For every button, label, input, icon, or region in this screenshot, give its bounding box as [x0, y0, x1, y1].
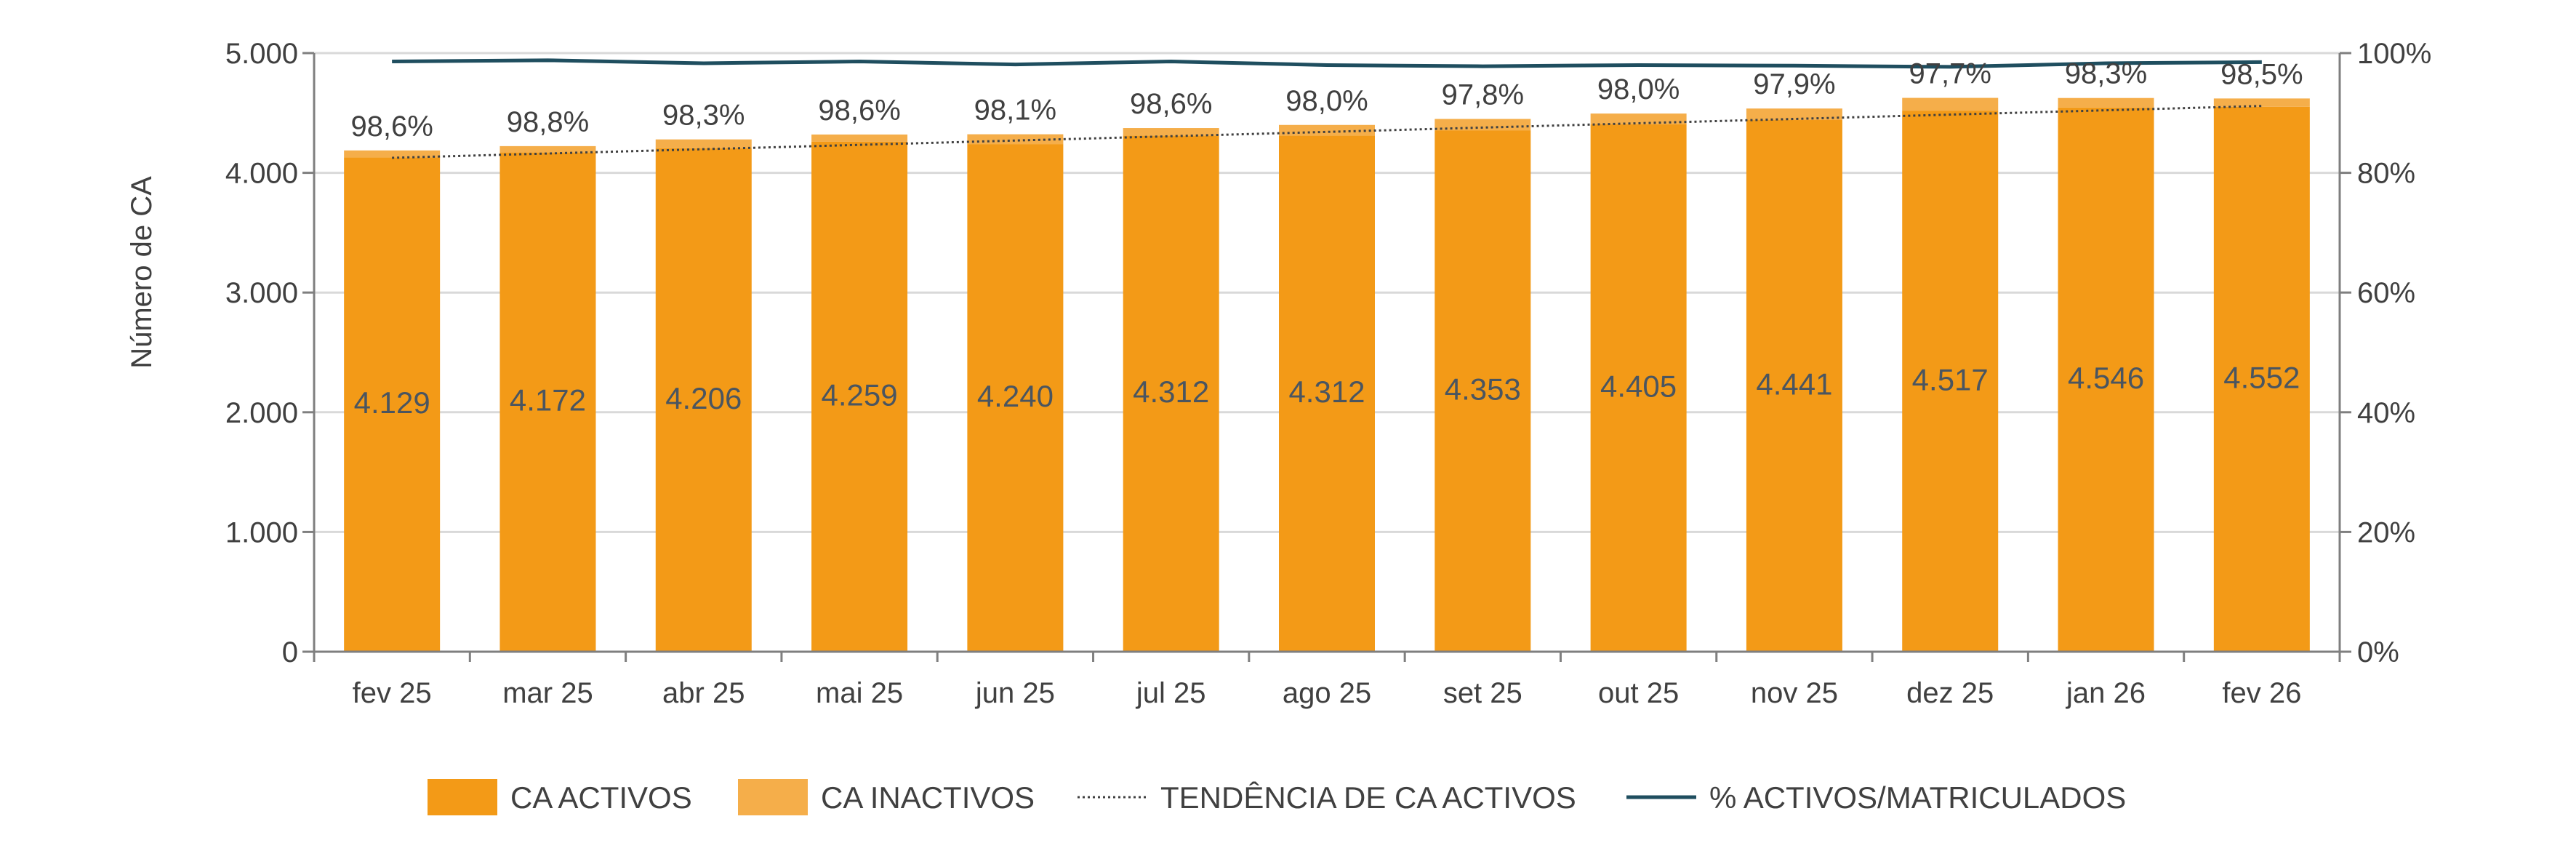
x-tick-label: dez 25 [1906, 677, 1994, 709]
y2-tick-label: 40% [2357, 397, 2415, 429]
y2-tick-label: 0% [2357, 636, 2399, 668]
bar-active [2058, 107, 2154, 652]
x-tick-label: mai 25 [816, 677, 903, 709]
y-tick-label: 5.000 [225, 38, 298, 70]
bar-inactive [967, 134, 1064, 145]
trend-line-path [392, 105, 2262, 159]
pct-value-label: 97,8% [1442, 79, 1524, 111]
bar-inactive [1746, 108, 1842, 121]
x-tick-label: jan 26 [2066, 677, 2146, 709]
pct-value-label: 98,6% [350, 111, 433, 143]
bar-value-label: 4.312 [1133, 375, 1209, 409]
bar-active [1902, 111, 1999, 652]
legend: CA ACTIVOS CA INACTIVOS TENDÊNCIA DE CA AC… [428, 779, 2126, 815]
bars [344, 97, 2310, 652]
bar-value-label: 4.206 [665, 381, 742, 415]
axes: 0 1.000 2.000 3.000 4.000 5.000 0% 20% 40% 60% 80%… [126, 38, 2431, 668]
y2-tick-label: 60% [2357, 277, 2415, 309]
x-tick-label: fev 25 [353, 677, 432, 709]
bar-inactive [344, 150, 441, 158]
pct-value-label: 98,6% [1130, 88, 1212, 120]
x-tick-label: jul 25 [1136, 677, 1206, 709]
x-tick-label: set 25 [1443, 677, 1522, 709]
pct-line-path [392, 58, 2262, 69]
y2-tick-label: 80% [2357, 158, 2415, 190]
bar-value-label: 4.441 [1756, 367, 1832, 401]
bar-active [2213, 106, 2310, 652]
bar-active [811, 141, 908, 652]
bar-active [1746, 120, 1842, 652]
bar-active [1279, 135, 1375, 652]
pct-value-label: 98,6% [818, 95, 900, 127]
trend-line [392, 105, 2262, 159]
bar-value-label: 4.546 [2068, 361, 2144, 395]
y-axis-label: Número de CA [126, 176, 158, 369]
bar-value-label: 4.259 [822, 377, 898, 412]
bar-value-label: 4.517 [1912, 362, 1989, 396]
pct-value-label: 98,5% [2220, 58, 2303, 90]
pct-value-label: 98,0% [1285, 85, 1368, 117]
bar-inactive [1902, 97, 1999, 111]
bar-active [499, 152, 596, 652]
x-tick-label: fev 26 [2222, 677, 2301, 709]
x-tick-label: out 25 [1598, 677, 1679, 709]
y2-tick-label: 20% [2357, 516, 2415, 548]
bar-active [1435, 130, 1531, 652]
bar-inactive [1435, 119, 1531, 131]
legend-swatch [428, 779, 497, 815]
bar-active [967, 144, 1064, 652]
bar-inactive [2058, 97, 2154, 108]
legend-label: TENDÊNCIA DE CA ACTIVOS [1160, 780, 1576, 815]
bar-inactive [499, 145, 596, 153]
x-tick-label: jun 25 [975, 677, 1055, 709]
pct-line [392, 58, 2262, 69]
bar-active [344, 157, 441, 652]
bar-value-label: 4.405 [1600, 369, 1677, 403]
legend-label: CA INACTIVOS [821, 780, 1035, 815]
bar-active [655, 148, 752, 652]
bar-inactive [811, 134, 908, 142]
y-tick-label: 0 [282, 636, 298, 668]
labels: fev 25 4.129 98,6% mar 25 4.172 98,8% abr 25 4.… [350, 58, 2303, 709]
pct-value-label: 98,8% [507, 106, 589, 138]
pct-value-label: 98,0% [1597, 73, 1680, 105]
pct-value-label: 98,3% [662, 100, 745, 132]
y-tick-label: 3.000 [225, 277, 298, 309]
pct-value-label: 98,3% [2065, 58, 2147, 90]
bar-value-label: 4.353 [1445, 372, 1521, 407]
bar-value-label: 4.240 [977, 379, 1054, 413]
x-tick-label: mar 25 [502, 677, 593, 709]
bar-inactive [1123, 128, 1219, 136]
bar-active [1590, 124, 1687, 652]
bar-value-label: 4.129 [354, 385, 430, 420]
bar-active [1123, 135, 1219, 652]
bar-inactive [655, 139, 752, 148]
bar-value-label: 4.312 [1288, 375, 1365, 409]
y2-tick-label: 100% [2357, 38, 2431, 70]
pct-value-label: 98,1% [974, 95, 1056, 127]
y-tick-label: 4.000 [225, 158, 298, 190]
y-tick-label: 2.000 [225, 397, 298, 429]
x-tick-label: abr 25 [662, 677, 745, 709]
x-tick-label: nov 25 [1751, 677, 1838, 709]
bar-inactive [2213, 98, 2310, 107]
pct-value-label: 97,7% [1909, 58, 1991, 90]
bar-inactive [1590, 113, 1687, 124]
legend-swatch [738, 779, 808, 815]
bar-value-label: 4.552 [2223, 360, 2300, 394]
pct-value-label: 97,9% [1753, 68, 1835, 100]
bar-value-label: 4.172 [510, 383, 586, 417]
y-tick-label: 1.000 [225, 516, 298, 548]
x-tick-label: ago 25 [1283, 677, 1371, 709]
legend-label: CA ACTIVOS [510, 780, 692, 815]
legend-label: % ACTIVOS/MATRICULADOS [1709, 780, 2126, 815]
